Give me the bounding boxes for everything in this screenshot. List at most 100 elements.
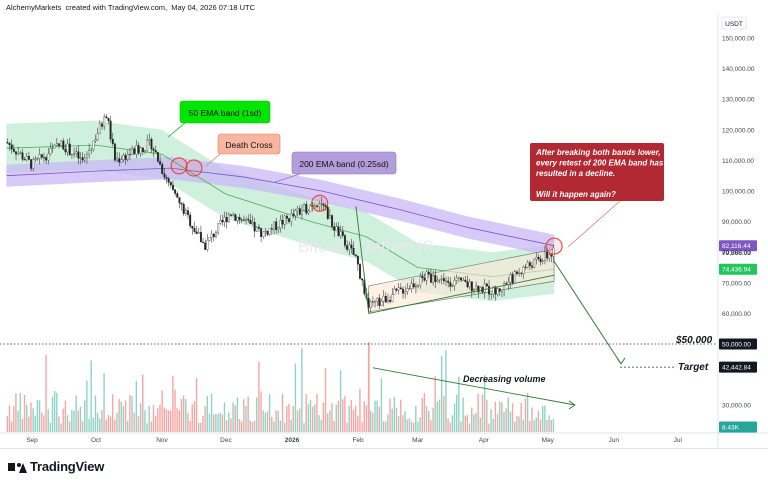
candle-body [141,147,144,153]
volume-bar [393,397,396,432]
candle-body [468,281,471,288]
price-chart[interactable]: Bitcoin / TetherUS 50 EMA band (1sd) Death… [0,0,768,448]
x-tick-label: May [542,437,555,444]
candle-body [546,251,549,259]
candle-body [249,219,252,224]
y-tick-label: 100,000.00 [722,189,755,196]
candle-body [408,288,411,290]
candle-body [133,148,136,155]
price-tag: 42,442.84 [719,361,757,373]
candle-body [47,153,50,161]
candle-body [509,274,512,283]
volume-bar [10,421,13,432]
volume-bar [213,414,215,432]
ema200-callout-text: 200 EMA band (0.25sd) [299,159,388,169]
y-tick-label: 70,000.00 [722,280,751,287]
price-tag-label: 74,436.94 [722,267,751,274]
volume-bar [473,414,475,432]
candle-body [221,220,224,223]
candle-body [518,272,521,274]
volume-bar [234,405,236,432]
candle-body [32,159,35,169]
volume-bar [152,405,155,432]
volume-bar [541,405,544,432]
volume-bar [148,405,150,432]
candle-body [378,297,381,306]
volume-bar [301,348,303,432]
candle-body [40,154,43,158]
volume-bar [342,399,344,432]
main-callout-line: resulted in a decline. [536,169,615,178]
candle-body [537,256,540,260]
candle-body [64,149,67,153]
volume-bar [66,415,69,432]
y-tick-label: 30,000.00 [722,403,751,410]
candle-body [193,227,196,232]
candle-body [195,231,198,234]
candle-body [176,193,179,198]
candle-body [371,301,374,303]
candle-body [389,300,392,302]
candle-body [296,208,299,211]
volume-bar [481,394,484,432]
volume-bar [21,418,24,432]
symbol-watermark: Bitcoin / TetherUS [298,237,434,256]
volume-bar [311,406,314,432]
tradingview-logo[interactable]: TradingView [8,459,104,474]
candle-body [288,218,291,222]
ema200-callout-pointer [274,173,301,183]
volume-bar [483,375,486,432]
candle-body [477,285,480,293]
candle-body [449,282,452,287]
author-name: AlchemyMarkets [6,3,62,12]
candle-body [217,223,220,233]
volume-bar [471,407,473,432]
candle-body [500,289,503,292]
volume-bar [374,400,376,432]
candle-body [483,283,486,293]
volume-bar [290,419,292,432]
volume-bar [271,416,273,432]
volume-bar [378,406,380,432]
volume-bar [348,405,350,432]
volume-bar [107,414,110,432]
death-cross-callout-pointer [205,153,221,167]
volume-trend-arrow [372,367,576,406]
volume-bar [167,410,170,432]
volume-bar [496,414,499,432]
candle-body [393,288,396,295]
candle-body [520,272,523,274]
volume-bar [385,421,387,432]
candle-body [21,152,24,160]
y-tick-label: 140,000.00 [722,66,755,73]
volume-bar [262,410,264,432]
volume-bar [96,412,99,432]
candle-body [137,145,140,154]
volume-bar [410,421,413,432]
candle-body [101,123,103,127]
candle-body [124,155,127,160]
currency-label: USDT [725,21,743,28]
volume-bar [458,376,460,432]
volume-bar [62,408,64,432]
price-tag-label: 79,866.03 [722,250,751,257]
candle-body [58,143,60,146]
candle-body [51,147,54,149]
candle-body [369,301,372,308]
candle-body [180,202,183,205]
volume-bar [387,414,389,432]
candle-body [421,276,424,279]
volume-bar [64,400,67,432]
volume-bar [305,394,307,432]
candle-body [98,123,101,134]
price-tag-label: 42,442.84 [722,365,751,372]
candle-body [333,226,336,231]
volume-bar [36,399,39,432]
candle-body [191,225,194,229]
main-callout-line: Will it happen again? [536,190,616,199]
volume-bar [404,411,406,432]
volume-bar [391,408,393,432]
volume-bar [430,420,432,432]
volume-spike-bar [367,342,370,432]
candle-body [285,215,288,219]
